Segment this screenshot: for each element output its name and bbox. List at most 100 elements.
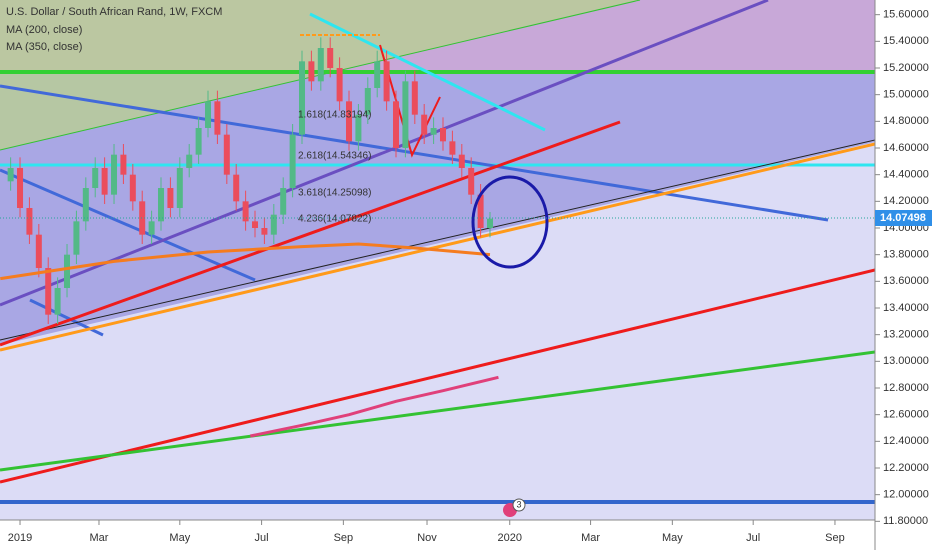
trend-line — [0, 350, 875, 472]
candle-body — [477, 194, 484, 228]
y-tick-label: 15.60000 — [883, 9, 929, 21]
candle-body — [233, 174, 240, 202]
candle-body — [214, 101, 221, 135]
y-tick-label: 14.80000 — [883, 115, 929, 127]
candle-body — [242, 201, 249, 222]
candle-body — [195, 128, 202, 155]
candle-body — [26, 208, 33, 235]
candle-body — [7, 168, 14, 182]
candle-body — [92, 168, 99, 188]
candle-body — [317, 48, 324, 82]
candle-body — [411, 81, 418, 115]
x-tick-label: Mar — [581, 532, 600, 544]
candle-body — [120, 154, 127, 175]
candle-body — [439, 128, 446, 142]
y-tick-label: 15.20000 — [883, 62, 929, 74]
moving-average — [0, 242, 491, 281]
trend-line — [0, 168, 256, 282]
x-tick-label: Jul — [746, 532, 760, 544]
x-tick-label: Sep — [825, 532, 845, 544]
candle-body — [223, 134, 230, 175]
x-tick-label: 2019 — [8, 532, 32, 544]
x-tick-label: 2020 — [497, 532, 521, 544]
legend-entry: MA (200, close) — [6, 24, 82, 36]
x-tick-label: May — [169, 532, 190, 544]
candle-body — [82, 188, 89, 222]
candle-body — [54, 288, 61, 315]
trend-line — [0, 120, 621, 347]
y-tick-label: 13.20000 — [883, 329, 929, 341]
y-tick-label: 13.60000 — [883, 275, 929, 287]
candle-body — [148, 221, 155, 235]
trend-line — [0, 142, 875, 352]
chart-title: U.S. Dollar / South African Rand, 1W, FX… — [6, 6, 222, 18]
trend-line — [379, 44, 441, 158]
y-tick-label: 14.60000 — [883, 142, 929, 154]
trend-line — [0, 0, 769, 307]
event-badge[interactable] — [512, 498, 526, 512]
event-count: 3 — [516, 499, 521, 509]
candle-body — [111, 154, 118, 195]
candle-body — [383, 61, 390, 102]
candle-body — [374, 61, 381, 88]
candle-body — [252, 221, 259, 228]
candle-body — [186, 154, 193, 168]
candle-body — [167, 188, 174, 208]
trend-line — [0, 139, 875, 341]
candle-body — [336, 68, 343, 102]
fib-label: 2.618(14.54346) — [298, 151, 371, 162]
y-tick-label: 12.40000 — [883, 435, 929, 447]
last-price-label: 14.07498 — [880, 212, 926, 224]
candle-body — [101, 168, 108, 195]
candle-body — [486, 218, 493, 228]
candle-body — [289, 134, 296, 188]
y-tick-label: 12.80000 — [883, 382, 929, 394]
drawings: 1.618(14.83194) 2.618(14.54346) 3.618(14… — [0, 0, 875, 520]
y-tick-label: 11.80000 — [883, 515, 928, 527]
fib-label: 3.618(14.25098) — [298, 188, 371, 199]
y-tick-label: 13.00000 — [883, 355, 929, 367]
trend-line — [0, 268, 875, 484]
trend-line — [309, 12, 546, 132]
candle-body — [176, 168, 183, 208]
candle-body — [308, 61, 315, 82]
fib-label: 1.618(14.83194) — [298, 110, 371, 121]
candle-body — [35, 234, 42, 268]
candle-body — [261, 228, 268, 235]
x-tick-label: Nov — [417, 532, 437, 544]
y-tick-label: 13.40000 — [883, 302, 929, 314]
candle-body — [139, 201, 146, 235]
legend-entry: MA (350, close) — [6, 41, 82, 53]
y-tick-label: 12.60000 — [883, 409, 929, 421]
highlight-circle — [471, 175, 549, 269]
candle-body — [73, 221, 80, 255]
candle-body — [346, 101, 353, 142]
candle-body — [327, 48, 334, 68]
y-tick-label: 13.80000 — [883, 249, 929, 261]
x-tick-label: Sep — [334, 532, 354, 544]
candle-body — [421, 114, 428, 135]
x-tick-label: May — [662, 532, 683, 544]
candle-body — [299, 61, 306, 135]
candle-body — [205, 101, 212, 128]
y-tick-label: 15.40000 — [883, 35, 929, 47]
candles — [7, 37, 493, 324]
candle-body — [17, 168, 24, 208]
y-tick-label: 14.40000 — [883, 169, 929, 181]
candle-body — [280, 188, 287, 215]
candle-body — [270, 214, 277, 235]
last-price-box — [875, 210, 932, 227]
fib-label: 4.236(14.07822) — [298, 214, 371, 225]
candle-body — [449, 141, 456, 155]
candle-body — [129, 174, 136, 202]
candle-body — [45, 268, 52, 315]
x-tick-label: Jul — [255, 532, 269, 544]
price-axis — [875, 0, 932, 550]
candle-body — [158, 188, 165, 222]
candle-body — [468, 168, 475, 195]
zone — [0, 72, 875, 345]
y-tick-label: 12.20000 — [883, 462, 929, 474]
candle-body — [393, 101, 400, 148]
y-tick-label: 12.00000 — [883, 489, 929, 501]
